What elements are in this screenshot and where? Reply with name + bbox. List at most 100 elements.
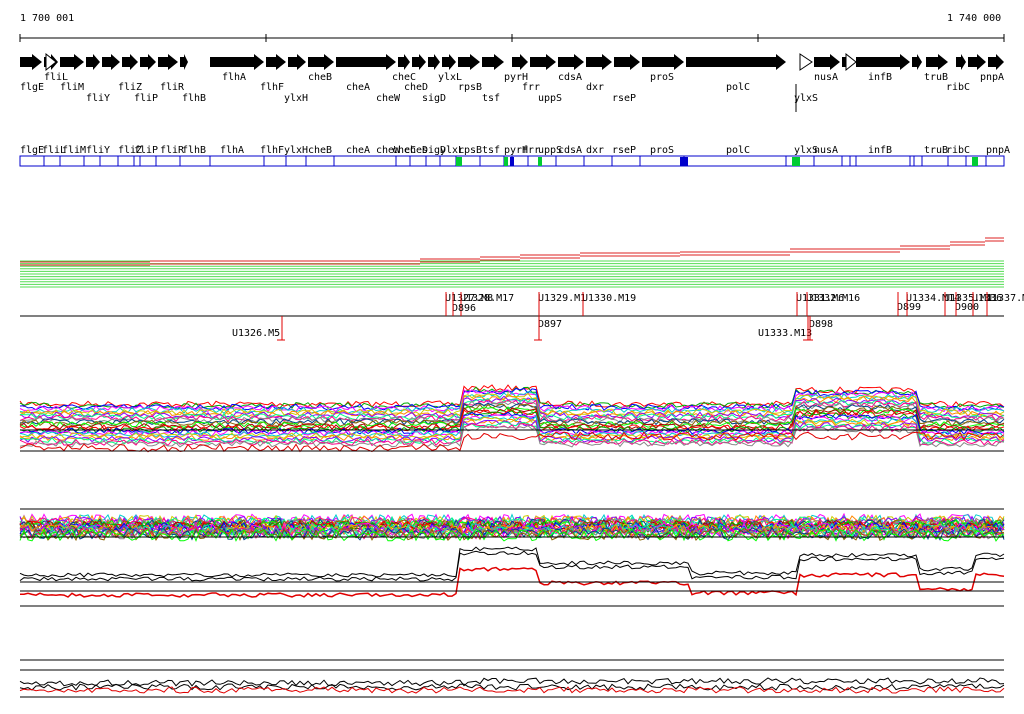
annotation-label: rseP [612,145,636,156]
gene-arrow [686,54,786,70]
gene-arrow [180,54,188,70]
annotation-highlight [538,157,542,166]
gene-label: cheW [376,93,401,104]
annotation-label: pnpA [986,145,1010,156]
gene-arrow [308,54,334,70]
marker-label: U1333.M13 [758,328,812,339]
annotation-label: flhB [182,145,206,156]
gene-label: pnpA [980,72,1004,83]
gene-label: proS [650,72,674,83]
gene-arrow [20,54,42,70]
gene-arrow [458,54,480,70]
gene-arrow [122,54,138,70]
annotation-label: ylxL [440,145,464,156]
gene-label: rseP [612,93,636,104]
gene-arrow [266,54,286,70]
profile-trace [19,526,1005,541]
gene-label: flhB [182,93,206,104]
marker-label: D896 [452,303,476,314]
gene-arrow [210,54,264,70]
profile-trace [19,410,1005,434]
ruler-end-label: 1 740 000 [947,13,1002,24]
annotation-label: frr [522,145,540,156]
profile-trace [19,416,1005,440]
annotation-label: pyrH [504,145,528,156]
annotation-label: fliZ [118,145,142,156]
gene-label: tsf [482,93,500,104]
gene-label: fliY [86,93,110,104]
annotation-label: flhA [220,145,244,156]
marker-label: U1329.M1 [538,293,586,304]
gene-arrow [158,54,178,70]
annotation-label: cheD [404,145,428,156]
gene-label: fliL [44,72,68,83]
annotation-label: ylxH [284,145,308,156]
gene-arrow [530,54,556,70]
gene-label: uppS [538,93,562,104]
marker-label: U1331.M6 [796,293,844,304]
gene-arrow [512,54,528,70]
profile-trace [19,403,1005,427]
annotation-label: tsf [482,145,500,156]
gene-label: cdsA [558,72,582,83]
annotation-label: cheB [308,145,332,156]
gene-label: frr [522,82,540,93]
expression-profile-panel-1 [19,384,1005,453]
gene-arrow [956,54,966,70]
gene-arrow [926,54,948,70]
annotation-label: fliL [42,145,66,156]
expression-profile-panel-3 [19,546,1005,607]
gene-label: cheB [308,72,332,83]
annotation-label: flhF [260,145,284,156]
gene-arrow [856,54,910,70]
gene-arrow [428,54,440,70]
marker-label: U1330.M19 [582,293,636,304]
gene-label: infB [868,72,892,83]
annotation-label: cheC [392,145,416,156]
gene-arrow [586,54,612,70]
marker-label: D897 [538,319,562,330]
marker-label: U1327.M8 [445,293,493,304]
gene-label: cheA [346,82,370,93]
gene-arrow-open [799,53,813,71]
gene-arrow-open [845,52,857,72]
gene-label: fliP [134,93,158,104]
profile-trace [19,528,1005,542]
gene-arrow [102,54,120,70]
profile-trace-black [19,683,1005,691]
marker-label: U1332.M16 [806,293,860,304]
gene-arrow [968,54,986,70]
gene-arrow [614,54,640,70]
gene-label: rpsB [458,82,482,93]
expression-profile-panel-4 [19,659,1005,698]
annotation-highlight [456,157,462,166]
gene-arrow [988,54,1004,70]
gene-label: fliR [160,82,185,93]
profile-trace-black [19,550,1005,582]
gene-label: ylxL [438,72,462,83]
annotation-highlight [504,157,508,166]
annotation-label: truB [924,145,948,156]
profile-trace [19,422,1005,447]
gene-arrow [642,54,684,70]
annotation-label: cheA [346,145,370,156]
annotation-label: rpsB [458,145,482,156]
profile-trace [19,388,1005,413]
marker-label: D900 [955,302,979,313]
marker-label: D899 [897,302,921,313]
gene-arrow [412,54,426,70]
gene-arrow [60,54,84,70]
gene-arrow [442,54,456,70]
ruler-start-label: 1 700 001 [20,13,75,24]
annotation-label: proS [650,145,674,156]
annotation-label: sigD [422,145,446,156]
gene-label: ylxS [794,93,818,104]
gene-label: ribC [946,82,970,93]
gene-label: dxr [586,82,604,93]
annotation-highlight [792,157,800,166]
gene-arrow [140,54,156,70]
